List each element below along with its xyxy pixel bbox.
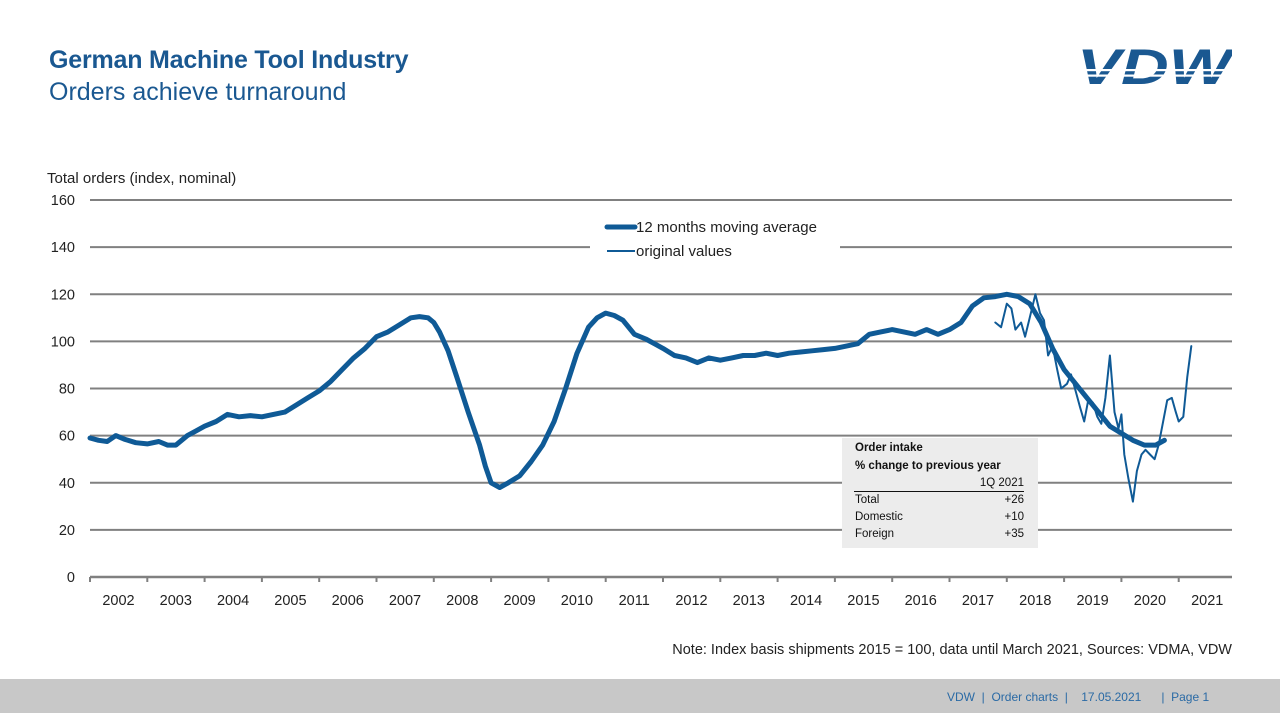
- y-tick-label: 120: [51, 287, 75, 303]
- x-tick-label: 2006: [332, 593, 364, 609]
- y-tick-label: 160: [51, 193, 75, 209]
- vdw-logo: VDW: [1076, 44, 1232, 88]
- x-tick-label: 2015: [847, 593, 879, 609]
- series-lines: [87, 291, 1193, 503]
- footer-bar: [0, 679, 1280, 713]
- row-value: +35: [1004, 528, 1024, 540]
- order-intake-box: Order intake % change to previous year 1…: [842, 438, 1038, 548]
- x-tick-label: 2021: [1191, 593, 1223, 609]
- chart-subtitle: Orders achieve turnaround: [49, 78, 347, 106]
- infobox-title: Order intake: [855, 442, 923, 454]
- x-tick-label: 2008: [446, 593, 478, 609]
- y-tick-label: 20: [59, 523, 75, 539]
- y-tick-label: 140: [51, 240, 75, 256]
- footer-text: VDW | Order charts | 17.05.2021 | Page 1: [947, 690, 1210, 704]
- chart-title: German Machine Tool Industry: [49, 46, 409, 74]
- x-tick-label: 2010: [561, 593, 593, 609]
- x-tick-label: 2012: [675, 593, 707, 609]
- y-tick-label: 60: [59, 429, 75, 445]
- infobox-row-domestic: Domestic +10: [855, 511, 1024, 523]
- row-label: Foreign: [855, 528, 894, 540]
- x-tick-label: 2020: [1134, 593, 1166, 609]
- x-tick-label: 2013: [733, 593, 765, 609]
- x-tick-label: 2019: [1076, 593, 1108, 609]
- row-label: Total: [855, 494, 880, 506]
- x-tick-label: 2014: [790, 593, 822, 609]
- row-label: Domestic: [855, 511, 903, 523]
- x-tick-label: 2016: [905, 593, 937, 609]
- legend-label-original-values: original values: [636, 243, 732, 260]
- y-tick-label: 80: [59, 382, 75, 398]
- row-value: +26: [1004, 494, 1024, 506]
- infobox-subtitle: % change to previous year: [855, 460, 1001, 472]
- infobox-divider: [854, 491, 1024, 492]
- series-line-original-values: [994, 293, 1193, 503]
- legend-background: [590, 212, 840, 264]
- x-tick-label: 2004: [217, 593, 249, 609]
- infobox-row-total: Total +26: [855, 494, 1024, 506]
- y-tick-labels: 0 20 40 60 80 100 120 140 160: [51, 193, 75, 586]
- y-tick-label: 100: [51, 334, 75, 350]
- x-axis: 2002 2003 2004 2005 2006 2007 2008 2009 2010 2011…: [89, 575, 1232, 609]
- x-tick-label: 2007: [389, 593, 421, 609]
- gridlines: [90, 199, 1232, 531]
- infobox-period: 1Q 2021: [979, 477, 1024, 489]
- y-tick-label: 40: [59, 476, 75, 492]
- x-tick-label: 2009: [503, 593, 535, 609]
- x-tick-label: 2003: [160, 593, 192, 609]
- x-tick-label: 2011: [619, 593, 650, 609]
- series-line-moving-average: [87, 291, 1167, 490]
- logo-text: VDW: [1077, 44, 1232, 88]
- x-tick-label: 2005: [274, 593, 306, 609]
- legend: 12 months moving average original values: [590, 212, 840, 264]
- y-axis-label: Total orders (index, nominal): [47, 170, 237, 187]
- row-value: +10: [1004, 511, 1024, 523]
- legend-label-moving-average: 12 months moving average: [636, 219, 817, 236]
- x-tick-label: 2017: [962, 593, 994, 609]
- infobox-row-foreign: Foreign +35: [855, 528, 1024, 540]
- x-tick-label: 2002: [102, 593, 134, 609]
- x-tick-label: 2018: [1019, 593, 1051, 609]
- source-note: Note: Index basis shipments 2015 = 100, …: [672, 642, 1232, 658]
- y-tick-label: 0: [67, 570, 75, 586]
